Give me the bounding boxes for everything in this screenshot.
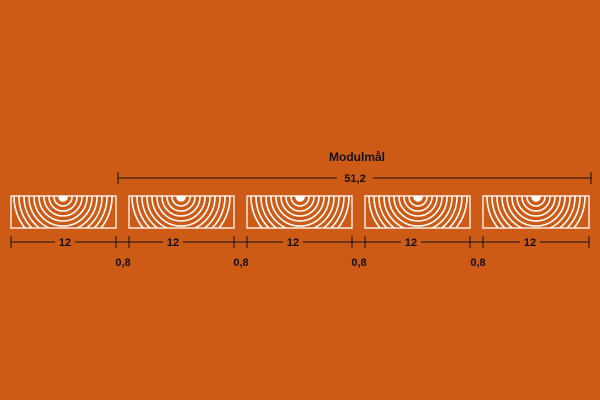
- growth-rings-3: [250, 196, 350, 228]
- module-value-bg: [337, 171, 373, 185]
- gap-label-4: 0,8: [470, 257, 485, 269]
- growth-rings-1: [13, 196, 113, 228]
- module-dimension: Modulmål 51,2: [117, 150, 592, 185]
- board-4: [364, 195, 471, 229]
- board-3: [246, 195, 353, 229]
- board-1: [10, 195, 117, 229]
- module-value: 51,2: [344, 173, 365, 185]
- board-label-4: 12: [405, 237, 417, 249]
- gap-labels: 0,8 0,8 0,8 0,8: [115, 257, 485, 269]
- gap-label-1: 0,8: [115, 257, 130, 269]
- gap-label-2: 0,8: [233, 257, 248, 269]
- boards-row: [10, 195, 590, 229]
- growth-rings-4: [368, 196, 468, 228]
- board-label-1: 12: [59, 237, 71, 249]
- board-2: [128, 195, 235, 229]
- gap-label-3: 0,8: [351, 257, 366, 269]
- board-label-2: 12: [167, 237, 179, 249]
- board-5: [482, 195, 590, 229]
- growth-rings-2: [131, 196, 231, 228]
- growth-rings-5: [486, 196, 586, 228]
- module-label: Modulmål: [329, 150, 385, 164]
- board-width-labels: 12 12 12 12 12: [55, 235, 540, 249]
- board-label-5: 12: [524, 237, 536, 249]
- board-label-3: 12: [287, 237, 299, 249]
